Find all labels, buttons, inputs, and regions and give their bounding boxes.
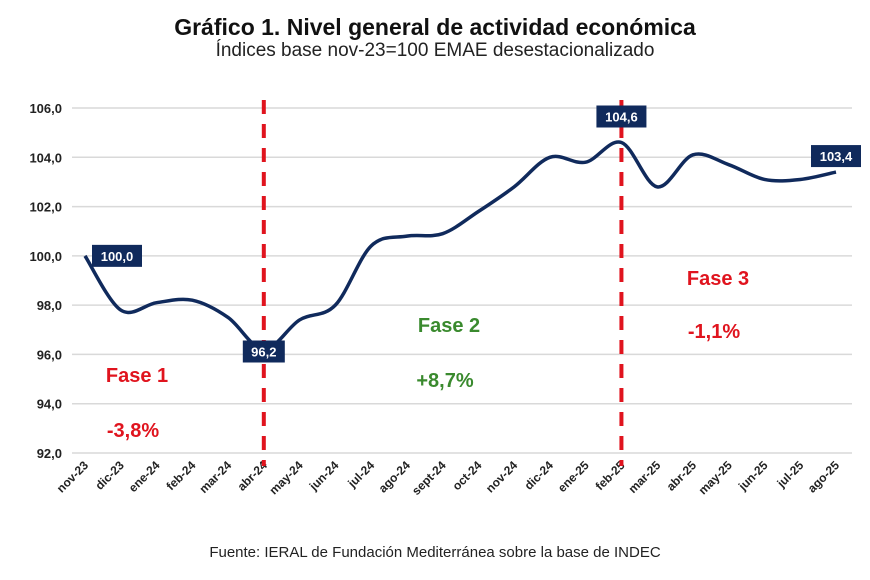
x-tick-label: may-25 [696, 458, 735, 497]
x-tick-label: ago-25 [805, 458, 842, 495]
data-series-line [83, 140, 837, 352]
x-tick-label: nov-24 [483, 458, 520, 495]
x-tick-label: oct-24 [450, 458, 485, 493]
data-label-box [92, 244, 142, 267]
data-label-box [242, 340, 285, 363]
y-tick-label: 94,0 [37, 397, 62, 412]
chart-title: Gráfico 1. Nivel general de actividad ec… [174, 14, 696, 40]
data-label: 100,0 [101, 249, 134, 264]
x-tick-label: ago-24 [376, 458, 413, 495]
x-tick-label: sept-24 [409, 458, 449, 498]
chart-subtitle: Índices base nov-23=100 EMAE desestacion… [215, 40, 655, 61]
y-tick-label: 96,0 [37, 347, 62, 362]
y-tick-label: 98,0 [37, 298, 62, 313]
x-tick-label: dic-23 [92, 458, 127, 493]
x-tick-label: feb-24 [164, 458, 199, 493]
phase-change: -3,8% [107, 420, 159, 442]
phase-label: Fase 2 [418, 315, 480, 337]
y-tick-label: 102,0 [29, 200, 62, 215]
y-tick-label: 106,0 [29, 101, 62, 116]
phase-change: -1,1% [688, 321, 740, 343]
phase-label: Fase 1 [106, 365, 168, 387]
data-label-box [596, 105, 647, 128]
data-label-box [811, 145, 861, 168]
x-tick-label: jun-25 [735, 458, 771, 494]
y-tick-label: 92,0 [37, 446, 62, 461]
x-tick-label: may-24 [267, 458, 306, 497]
phase-change: +8,7% [416, 370, 473, 392]
chart-source: Fuente: IERAL de Fundación Mediterránea … [209, 544, 661, 561]
y-tick-label: 100,0 [29, 249, 62, 264]
data-label: 103,4 [820, 149, 853, 164]
data-label: 104,6 [605, 110, 638, 125]
x-tick-label: dic-24 [522, 458, 557, 493]
phase-label: Fase 3 [687, 268, 749, 290]
x-tick-label: jul-24 [344, 458, 377, 491]
x-tick-label: abr-25 [664, 458, 700, 494]
x-tick-label: jul-25 [774, 458, 807, 491]
x-tick-label: jun-24 [306, 458, 342, 494]
y-tick-label: 104,0 [29, 150, 62, 165]
x-tick-label: ene-24 [126, 458, 163, 495]
data-label: 96,2 [251, 345, 276, 360]
x-tick-label: mar-24 [196, 458, 234, 496]
x-tick-label: mar-25 [626, 458, 664, 496]
x-tick-label: ene-25 [555, 458, 592, 495]
x-tick-label: nov-23 [54, 458, 91, 495]
